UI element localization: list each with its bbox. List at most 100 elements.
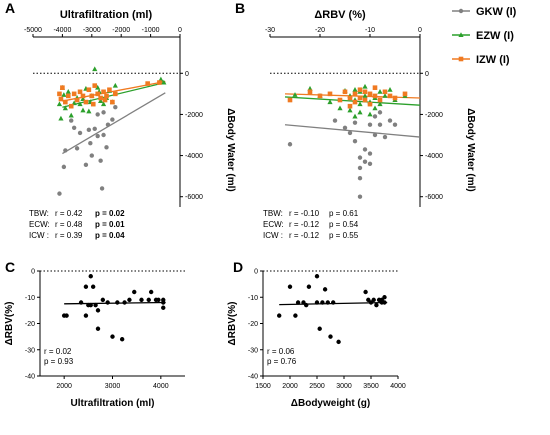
data-point [332, 118, 338, 123]
data-point [287, 97, 293, 103]
data-point [88, 302, 93, 308]
data-point [71, 91, 77, 97]
data-point [352, 120, 358, 125]
data-point [347, 95, 353, 101]
data-point [287, 284, 293, 289]
data-point [357, 176, 363, 181]
regression-line [284, 124, 421, 138]
legend-label: EZW (I) [476, 30, 514, 42]
x-tick-label: -5000 [24, 27, 42, 34]
data-point [68, 103, 74, 109]
data-point [277, 313, 282, 318]
x-tick-label: 1500 [255, 383, 271, 390]
data-point [382, 295, 387, 300]
stats-label: ECW: [29, 220, 50, 229]
legend-label: IZW (I) [476, 54, 510, 66]
data-point [372, 105, 378, 111]
data-point [357, 95, 363, 101]
data-point [107, 87, 112, 93]
y-axis-title: ΔRBV(%) [227, 302, 238, 346]
data-point [377, 97, 383, 103]
y-tick-label: -20 [25, 321, 35, 328]
data-point [372, 85, 378, 90]
data-point [99, 186, 105, 191]
legend-marker [458, 32, 464, 37]
data-point [105, 300, 110, 305]
data-point [367, 161, 373, 166]
data-point [101, 132, 106, 138]
panel-letter: B [235, 0, 245, 16]
data-point [287, 142, 293, 147]
data-point [127, 297, 132, 303]
data-point [301, 300, 306, 305]
data-point [336, 339, 341, 345]
data-point [347, 103, 353, 109]
data-point [377, 101, 383, 107]
data-point [382, 93, 388, 98]
x-tick-label: -4000 [53, 27, 71, 34]
panel-letter: D [233, 259, 243, 275]
data-point [90, 284, 96, 289]
data-point [101, 110, 106, 115]
data-point [161, 297, 166, 303]
data-point [371, 297, 376, 303]
data-point [337, 105, 343, 111]
y-tick-label: -2000 [425, 112, 443, 119]
panel-letter: A [5, 0, 15, 16]
panel-letter: C [5, 259, 15, 275]
data-point [320, 300, 325, 305]
stats-label: ECW: [263, 220, 284, 229]
data-point [357, 101, 363, 107]
stats-p: p = 0.54 [329, 220, 359, 229]
y-tick-label: 0 [185, 71, 189, 78]
stats-r: r = -0.10 [289, 209, 320, 218]
data-point [317, 326, 322, 331]
data-point [292, 92, 298, 97]
data-point [293, 313, 298, 318]
data-point [367, 91, 373, 97]
y-tick-label: 0 [254, 269, 258, 276]
data-point [100, 297, 106, 303]
data-point [146, 297, 151, 303]
y-tick-label: 0 [31, 269, 35, 276]
data-point [90, 101, 96, 107]
data-point [93, 302, 98, 308]
data-point [57, 191, 62, 196]
stats-r: r = -0.12 [289, 231, 320, 240]
data-point [63, 148, 68, 153]
data-point [357, 155, 363, 160]
stats-r: r = 0.48 [55, 220, 83, 229]
data-point [145, 81, 150, 86]
data-point [68, 112, 74, 118]
panel-b: B ΔRBV (%) -30 -20 -10 0 0 -2000 -4000 -6000 TBW: r… [235, 0, 476, 240]
data-point [392, 122, 398, 127]
x-tick-label: 3000 [336, 383, 352, 390]
data-point [95, 133, 100, 139]
data-point [357, 87, 363, 93]
y-tick-label: -40 [25, 374, 35, 381]
stats-r: r = 0.02 [44, 347, 72, 356]
stats-p: p = 0.93 [44, 357, 74, 366]
data-point [61, 92, 67, 97]
data-point [69, 118, 74, 123]
data-point [352, 91, 358, 97]
data-point [342, 89, 348, 95]
data-point [342, 125, 348, 130]
data-point [95, 326, 101, 331]
x-tick-label: 4000 [153, 383, 169, 390]
data-point [95, 84, 101, 90]
x-tick-label: 3000 [105, 383, 121, 390]
data-point [58, 96, 64, 102]
y-tick-label: -10 [25, 295, 35, 302]
data-point [362, 147, 368, 152]
data-point [347, 130, 353, 136]
x-tick-label: 2000 [282, 383, 298, 390]
x-tick-label: 0 [418, 27, 422, 34]
data-point [347, 107, 353, 113]
data-point [78, 300, 84, 305]
data-point [314, 274, 320, 279]
y-axis-title: ΔBody Water (ml) [225, 108, 236, 192]
data-point [317, 93, 323, 99]
data-point [95, 91, 100, 97]
data-point [377, 122, 383, 127]
